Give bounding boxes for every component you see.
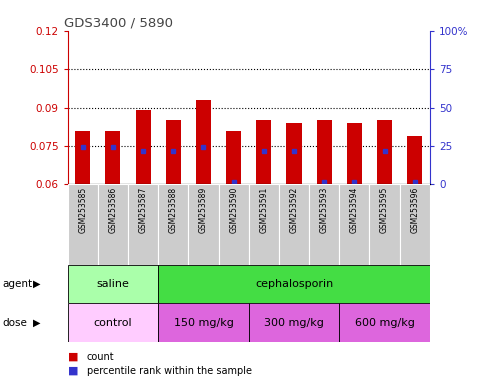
Bar — [158, 184, 188, 265]
Bar — [309, 184, 339, 265]
Text: control: control — [94, 318, 132, 328]
Text: percentile rank within the sample: percentile rank within the sample — [87, 366, 252, 376]
Text: 150 mg/kg: 150 mg/kg — [173, 318, 233, 328]
Text: saline: saline — [97, 279, 129, 289]
Bar — [188, 184, 219, 265]
Text: ▶: ▶ — [32, 279, 40, 289]
Bar — [279, 184, 309, 265]
Bar — [369, 184, 400, 265]
Text: GSM253592: GSM253592 — [289, 187, 298, 233]
Bar — [68, 184, 98, 265]
Text: GSM253587: GSM253587 — [139, 187, 148, 233]
Text: 600 mg/kg: 600 mg/kg — [355, 318, 414, 328]
Text: GSM253589: GSM253589 — [199, 187, 208, 233]
Bar — [407, 136, 422, 184]
Bar — [68, 303, 158, 342]
Bar — [317, 120, 332, 184]
Text: dose: dose — [2, 318, 28, 328]
Text: GSM253593: GSM253593 — [320, 187, 329, 233]
Bar — [256, 120, 271, 184]
Bar — [196, 100, 211, 184]
Text: count: count — [87, 352, 114, 362]
Bar — [128, 184, 158, 265]
Bar — [377, 120, 392, 184]
Bar — [219, 184, 249, 265]
Bar — [400, 184, 430, 265]
Bar — [249, 303, 339, 342]
Text: GDS3400 / 5890: GDS3400 / 5890 — [64, 17, 173, 30]
Bar — [249, 184, 279, 265]
Bar — [105, 131, 120, 184]
Bar — [226, 131, 241, 184]
Bar — [75, 131, 90, 184]
Text: cephalosporin: cephalosporin — [255, 279, 333, 289]
Bar — [158, 265, 430, 303]
Text: 300 mg/kg: 300 mg/kg — [264, 318, 324, 328]
Bar — [158, 303, 249, 342]
Bar — [286, 123, 301, 184]
Bar — [347, 123, 362, 184]
Text: agent: agent — [2, 279, 32, 289]
Bar — [98, 184, 128, 265]
Bar — [339, 303, 430, 342]
Text: ■: ■ — [68, 352, 78, 362]
Text: GSM253594: GSM253594 — [350, 187, 359, 233]
Bar — [339, 184, 369, 265]
Text: ■: ■ — [68, 366, 78, 376]
Text: GSM253585: GSM253585 — [78, 187, 87, 233]
Bar — [68, 265, 158, 303]
Text: GSM253588: GSM253588 — [169, 187, 178, 233]
Text: GSM253596: GSM253596 — [410, 187, 419, 233]
Bar — [166, 120, 181, 184]
Bar — [136, 110, 151, 184]
Text: GSM253591: GSM253591 — [259, 187, 269, 233]
Text: GSM253586: GSM253586 — [108, 187, 117, 233]
Text: ▶: ▶ — [32, 318, 40, 328]
Text: GSM253590: GSM253590 — [229, 187, 238, 233]
Text: GSM253595: GSM253595 — [380, 187, 389, 233]
